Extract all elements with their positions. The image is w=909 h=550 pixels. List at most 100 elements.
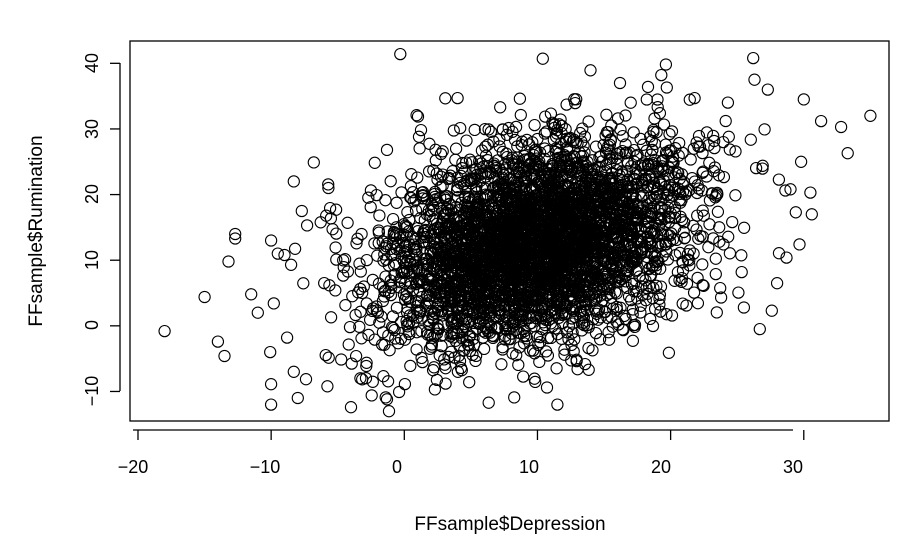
data-point — [459, 190, 472, 203]
data-point — [624, 241, 637, 254]
data-point — [525, 262, 538, 275]
data-point — [337, 254, 350, 267]
data-point — [583, 273, 596, 287]
data-point — [508, 391, 521, 404]
data-point — [397, 218, 411, 231]
data-point — [579, 175, 592, 188]
data-point — [443, 289, 456, 302]
data-point — [657, 164, 670, 178]
data-point — [368, 237, 381, 250]
data-point — [405, 168, 418, 181]
data-point — [643, 163, 656, 176]
data-point — [535, 310, 548, 323]
data-point — [514, 108, 527, 122]
data-point — [615, 273, 628, 286]
data-point — [668, 274, 681, 287]
data-point — [550, 362, 563, 375]
data-point — [663, 127, 676, 141]
data-point — [669, 249, 682, 262]
data-point — [557, 204, 570, 218]
data-point — [696, 258, 709, 271]
data-point — [708, 141, 721, 155]
data-point — [427, 203, 440, 217]
data-point — [653, 107, 667, 120]
data-point — [670, 233, 683, 247]
data-point — [553, 146, 566, 160]
data-point — [439, 362, 452, 375]
data-point — [665, 125, 679, 138]
data-point — [483, 318, 496, 331]
data-point — [385, 281, 398, 295]
data-point — [587, 293, 601, 306]
data-point — [688, 91, 701, 105]
data-point — [691, 297, 705, 310]
data-point — [627, 126, 640, 139]
data-point — [797, 93, 810, 106]
data-point — [454, 293, 467, 307]
data-point — [625, 160, 638, 173]
data-point — [696, 278, 709, 292]
data-point — [653, 292, 666, 305]
data-point — [509, 158, 522, 171]
data-point — [687, 219, 700, 232]
data-point — [649, 226, 662, 239]
data-point — [338, 253, 352, 266]
data-point — [353, 257, 366, 270]
data-point — [442, 171, 456, 185]
data-point — [644, 226, 657, 240]
data-point — [581, 240, 594, 253]
data-point — [635, 174, 649, 187]
data-point — [597, 138, 610, 152]
data-point — [608, 263, 621, 276]
data-point — [709, 267, 722, 281]
data-point — [512, 358, 525, 372]
data-point — [531, 223, 544, 236]
data-point — [568, 333, 581, 346]
data-point — [524, 344, 537, 357]
data-point — [499, 329, 512, 343]
data-point — [454, 121, 467, 135]
data-point — [577, 311, 591, 324]
data-point — [416, 355, 429, 369]
data-point — [510, 257, 523, 270]
data-point — [539, 345, 553, 358]
data-point — [582, 115, 595, 128]
data-point — [532, 163, 545, 177]
data-point — [644, 312, 657, 326]
data-point — [525, 183, 539, 196]
data-point — [500, 226, 513, 239]
data-point — [779, 184, 792, 197]
data-point — [459, 320, 472, 333]
data-point — [550, 228, 563, 242]
data-point — [354, 372, 367, 385]
data-point — [630, 263, 644, 277]
data-point — [683, 93, 696, 106]
data-point — [518, 224, 531, 237]
data-point — [362, 328, 375, 342]
data-point — [703, 156, 716, 169]
data-point — [404, 180, 418, 193]
data-point — [462, 225, 476, 238]
data-point — [559, 123, 572, 136]
data-point — [617, 240, 630, 253]
data-point — [527, 244, 541, 257]
data-point — [398, 377, 412, 391]
data-point — [631, 177, 645, 190]
data-point — [772, 173, 786, 186]
data-point — [428, 185, 442, 199]
data-point — [600, 226, 613, 239]
data-point — [516, 313, 530, 326]
data-point — [573, 204, 586, 217]
data-point — [439, 193, 452, 206]
data-point — [287, 365, 300, 378]
data-point — [467, 260, 480, 273]
data-point — [540, 381, 554, 394]
data-point — [623, 146, 636, 159]
data-point — [469, 183, 483, 196]
data-point — [512, 283, 525, 296]
data-point — [495, 358, 508, 371]
data-point — [496, 145, 509, 159]
data-point — [323, 279, 336, 292]
x-tick-label: 0 — [392, 457, 402, 477]
